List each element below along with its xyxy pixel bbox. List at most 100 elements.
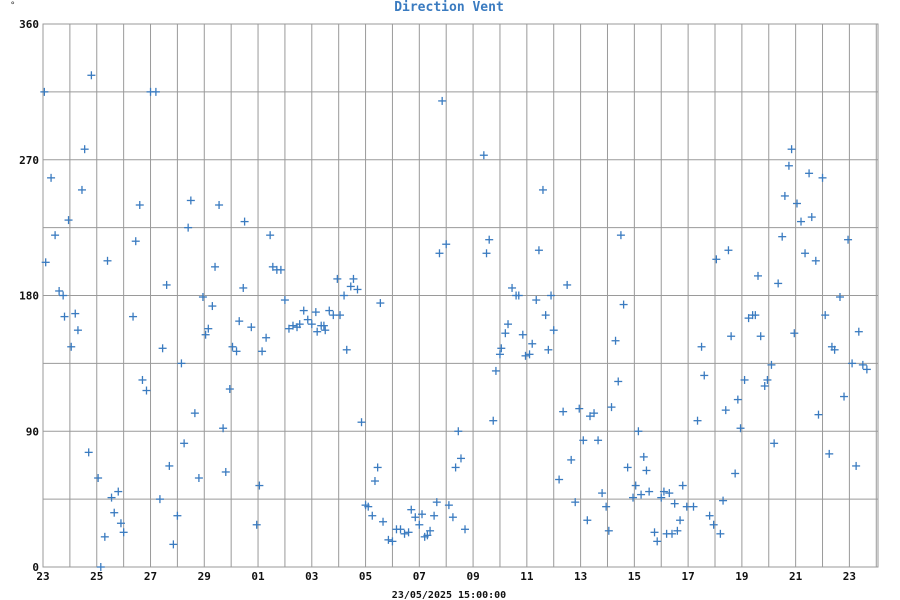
data-point [607,403,616,412]
data-series [40,71,871,571]
data-point [805,169,814,178]
data-point [454,427,463,436]
data-point [645,487,654,496]
data-point [432,498,441,507]
data-point [667,529,676,538]
data-point [482,249,491,258]
data-point [555,475,564,484]
data-point [700,371,709,380]
data-point [240,217,249,226]
data-point [180,439,189,448]
data-point [862,365,871,374]
x-axis-label: 23/05/2025 15:00:00 [392,590,506,600]
data-point [840,392,849,401]
data-point [508,283,517,292]
data-point [639,452,648,461]
data-point [84,448,93,457]
x-axis-ticks: 23 25 27 29 01 03 05 07 09 11 13 15 17 19 21 23 [36,570,856,583]
data-point [325,306,334,315]
data-point [534,246,543,255]
data-point [426,526,435,535]
data-point [299,306,308,315]
data-point [235,317,244,326]
data-point [716,529,725,538]
data-point [653,537,662,546]
data-point [705,511,714,520]
data-point [709,520,718,529]
data-point [528,339,537,348]
x-tick-label: 21 [789,570,803,583]
y-tick-label: 360 [19,18,39,31]
data-point [80,145,89,154]
data-point [87,71,96,80]
data-point [415,520,424,529]
data-point [670,499,679,508]
data-point [659,487,668,496]
data-point [736,424,745,433]
data-point [787,145,796,154]
data-point [77,185,86,194]
data-point [778,232,787,241]
x-tick-label: 23 [36,570,49,583]
data-point [162,280,171,289]
data-point [760,382,769,390]
data-point [583,516,592,525]
data-point [194,474,203,483]
x-tick-label: 29 [198,570,211,583]
data-point [364,502,373,511]
data-point [173,511,182,520]
data-point [611,336,620,345]
y-axis-ticks: 0 90 180 270 360 [19,18,39,574]
data-point [225,385,234,394]
data-point [538,185,547,194]
data-point [721,406,730,415]
data-point [384,535,393,544]
data-point [333,274,342,283]
data-point [336,311,345,320]
data-point [288,321,297,330]
data-point [376,299,385,308]
data-point [110,508,119,517]
data-point [784,161,793,170]
data-point [521,351,530,360]
data-point [138,375,147,384]
data-point [567,455,576,464]
data-point [239,283,248,292]
data-point [525,350,534,359]
data-point [186,196,195,205]
x-tick-label: 03 [305,570,318,583]
data-point [313,327,322,336]
data-point [451,463,460,472]
data-point [491,366,500,375]
data-point [744,314,753,323]
data-point [119,528,128,537]
data-point [485,235,494,244]
data-point [442,240,451,249]
data-point [47,173,56,182]
data-point [673,526,682,535]
data-point [60,312,69,321]
data-point [740,375,749,384]
data-point [733,395,742,404]
data-point [479,151,488,160]
data-point [201,330,210,339]
data-point [266,231,275,240]
data-point [754,271,763,280]
data-point [370,477,379,486]
data-point [712,255,721,264]
data-point [456,454,465,463]
data-point [444,501,453,510]
data-point [693,416,702,425]
data-point [835,293,844,302]
x-tick-label: 25 [90,570,103,583]
data-point [142,386,151,395]
data-point [719,496,728,505]
data-point [619,300,628,309]
data-point [307,320,316,329]
data-point [423,531,432,540]
data-point [792,199,801,208]
data-point [177,359,186,368]
data-point [634,427,643,436]
data-point [418,510,427,519]
